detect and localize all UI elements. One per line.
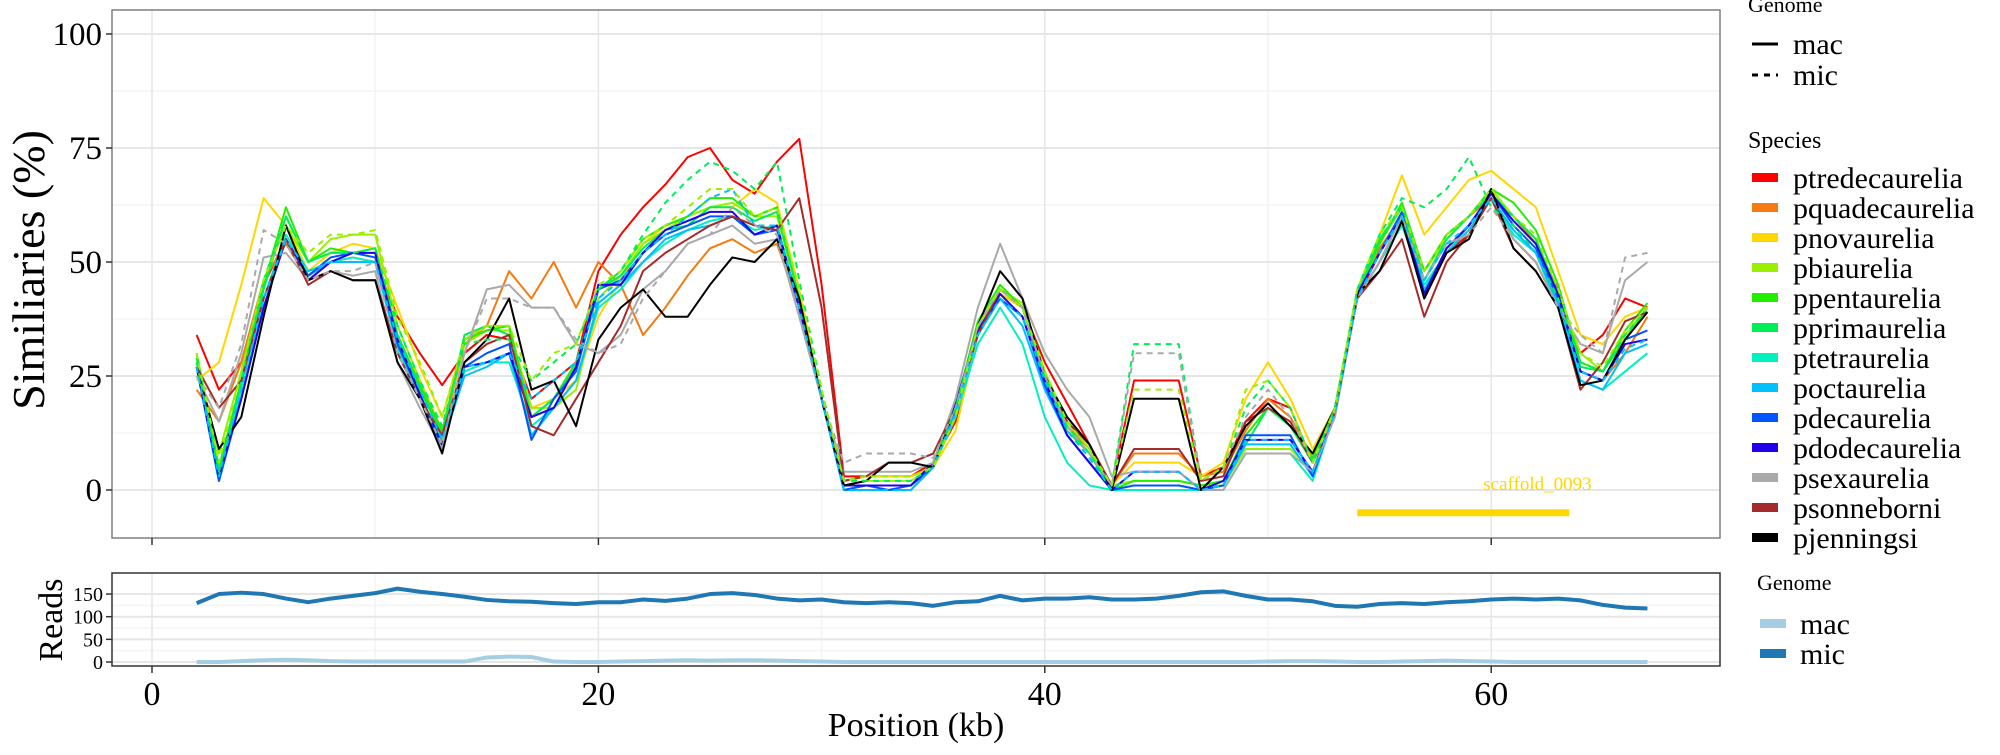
scaffold-annotation: scaffold_0093 (1357, 474, 1592, 517)
genome-legend-title: Genome (1748, 0, 1823, 17)
legend-label-pjenningsi: pjenningsi (1793, 522, 1918, 555)
series-line-pquadecaurelia-mac (195, 197, 1649, 487)
y-tick-label: 100 (53, 17, 103, 53)
similarity-panel-grid (112, 10, 1720, 538)
series-line-pdodecaurelia-mac (195, 192, 1648, 491)
reads-legend-label-mac: mac (1800, 608, 1850, 641)
reads-legend-key-mic (1760, 649, 1786, 658)
series-line-pprimaurelia-mic (195, 156, 1649, 487)
legend-label-mac: mac (1793, 28, 1843, 61)
series-line-psonneborni-mac (195, 197, 1648, 487)
legend-key-pjenningsi (1752, 533, 1778, 542)
series-line-pjenningsi-mac (195, 188, 1649, 491)
reads-y-tick-label: 0 (93, 652, 103, 674)
y-tick-label: 75 (69, 131, 102, 167)
reads-legend: Genome mac mic (1757, 570, 1850, 671)
series-line-ppentaurelia-mac (195, 188, 1649, 491)
similarity-axes: 0 25 50 75 100 (53, 17, 1492, 545)
x-tick-label: 20 (581, 676, 615, 713)
y-tick-label: 50 (69, 245, 102, 281)
reads-legend-key-mac (1760, 619, 1786, 628)
similarity-y-axis-title: Similiaries (%) (3, 130, 54, 410)
x-tick-label: 0 (144, 676, 161, 713)
legend-label-pquadecaurelia: pquadecaurelia (1793, 192, 1975, 225)
legend-key-poctaurelia (1752, 383, 1778, 392)
legend-label-poctaurelia: poctaurelia (1793, 372, 1926, 405)
legend-key-ptetraurelia (1752, 353, 1778, 362)
legend-key-pquadecaurelia (1752, 203, 1778, 212)
legend-key-psexaurelia (1752, 473, 1778, 482)
species-legend-title: Species (1748, 128, 1821, 154)
legend-label-mic: mic (1793, 59, 1838, 92)
series-line-pnovaurelia-mac (196, 169, 1648, 487)
reads-line-mac (196, 654, 1648, 664)
legend-key-pbiaurelia (1752, 263, 1778, 272)
legend-label-pdodecaurelia: pdodecaurelia (1793, 432, 1961, 465)
legend-label-pdecaurelia: pdecaurelia (1793, 402, 1931, 435)
reads-y-tick-label: 100 (73, 607, 103, 629)
legend-key-psonneborni (1752, 503, 1778, 512)
x-tick-label: 60 (1474, 676, 1508, 713)
reads-panel-grid (112, 573, 1720, 666)
reads-y-axis-title: Reads (33, 578, 70, 661)
series-line-pbiaurelia-mac (195, 188, 1649, 487)
reads-panel-lines (195, 586, 1648, 664)
series-line-psexaurelia-mic (195, 206, 1648, 487)
reads-line-mic (195, 586, 1648, 611)
legend-label-psonneborni: psonneborni (1793, 492, 1941, 525)
series-line-pdecaurelia-mac (195, 192, 1648, 491)
legend-label-pprimaurelia: pprimaurelia (1793, 312, 1946, 345)
scaffold-label: scaffold_0093 (1483, 474, 1591, 495)
legend-label-pbiaurelia: pbiaurelia (1793, 252, 1913, 285)
legend-key-pnovaurelia (1752, 233, 1778, 242)
series-line-poctaurelia-mic (195, 188, 1648, 491)
genome-legend: Genome mac mic (1748, 0, 1843, 92)
species-legend: Species ptredecaureliapquadecaureliapnov… (1748, 128, 1975, 555)
legend-label-psexaurelia: psexaurelia (1793, 462, 1930, 495)
reads-legend-label-mic: mic (1800, 638, 1845, 671)
reads-y-tick-label: 50 (83, 629, 103, 651)
legend-key-pdecaurelia (1752, 413, 1778, 422)
legend-label-ppentaurelia: ppentaurelia (1793, 282, 1941, 315)
legend-key-ppentaurelia (1752, 293, 1778, 302)
legend-label-ptetraurelia: ptetraurelia (1793, 342, 1930, 375)
series-line-pbiaurelia-mic (195, 188, 1649, 487)
similarity-panel-border (111, 9, 1721, 539)
legend-key-pdodecaurelia (1752, 443, 1778, 452)
reads-y-tick-label: 150 (73, 584, 103, 606)
x-axis-title: Position (kb) (828, 707, 1005, 744)
legend-key-ptredecaurelia (1752, 173, 1778, 182)
legend-label-ptredecaurelia: ptredecaurelia (1793, 162, 1963, 195)
series-line-pprimaurelia-mac (195, 192, 1649, 491)
y-tick-label: 25 (69, 359, 102, 395)
reads-legend-title: Genome (1757, 570, 1832, 595)
reads-panel-border (111, 572, 1721, 667)
y-tick-label: 0 (86, 473, 103, 509)
similarity-panel-lines (195, 137, 1649, 491)
legend-label-pnovaurelia: pnovaurelia (1793, 222, 1935, 255)
x-tick-label: 40 (1028, 676, 1062, 713)
legend-key-pprimaurelia (1752, 323, 1778, 332)
